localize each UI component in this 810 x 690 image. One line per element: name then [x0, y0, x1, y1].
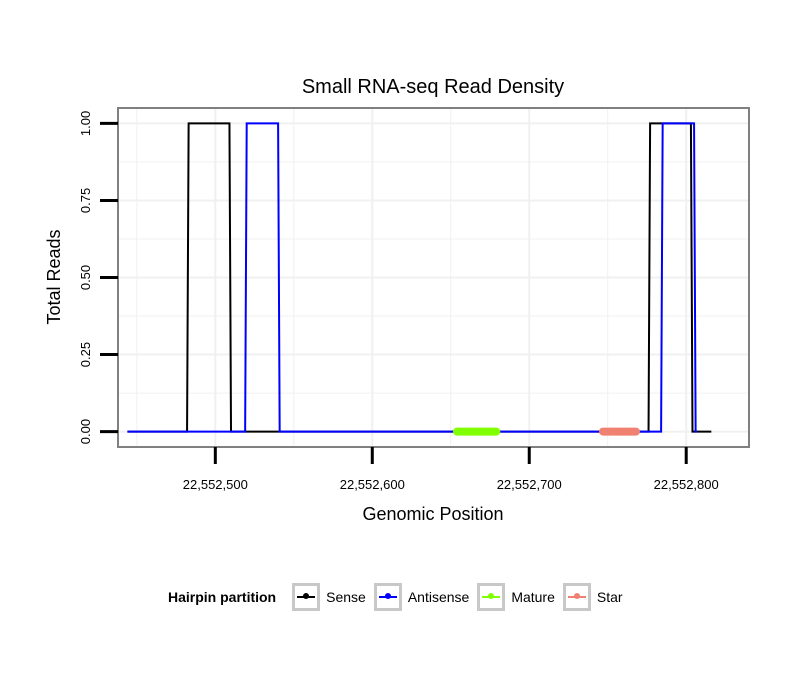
- legend-label-star: Star: [596, 589, 623, 605]
- legend-item-star: Star: [562, 583, 623, 611]
- series-group: [127, 122, 712, 436]
- chart-title: Small RNA-seq Read Density: [302, 76, 564, 98]
- grid-lines: [118, 108, 749, 447]
- y-tick-label: 0.25: [78, 342, 93, 367]
- legend-label-antisense: Antisense: [407, 589, 470, 605]
- legend: Hairpin partition Sense Antisense Mature…: [168, 580, 631, 614]
- legend-key-antisense: [373, 583, 402, 611]
- x-tick-label: 22,552,500: [183, 477, 248, 492]
- y-axis-label: Total Reads: [44, 229, 64, 324]
- legend-item-sense: Sense: [292, 583, 366, 611]
- legend-label-sense: Sense: [326, 589, 366, 605]
- x-axis: 22,552,500 22,552,600 22,552,700 22,552,800: [183, 447, 719, 492]
- y-tick-label: 0.00: [78, 419, 93, 444]
- x-axis-label: Genomic Position: [362, 504, 503, 524]
- x-tick-label: 22,552,800: [654, 477, 719, 492]
- y-tick-label: 0.50: [78, 265, 93, 290]
- legend-item-mature: Mature: [477, 583, 555, 611]
- y-tick-label: 1.00: [78, 111, 93, 136]
- x-tick-label: 22,552,700: [497, 477, 562, 492]
- legend-item-antisense: Antisense: [373, 583, 470, 611]
- legend-label-mature: Mature: [511, 589, 555, 605]
- legend-key-mature: [477, 583, 506, 611]
- y-tick-label: 0.75: [78, 188, 93, 213]
- legend-title: Hairpin partition: [168, 589, 277, 605]
- x-tick-label: 22,552,600: [340, 477, 405, 492]
- y-axis: 0.00 0.25 0.50 0.75 1.00: [78, 111, 118, 444]
- legend-key-sense: [292, 583, 321, 611]
- legend-key-star: [562, 583, 591, 611]
